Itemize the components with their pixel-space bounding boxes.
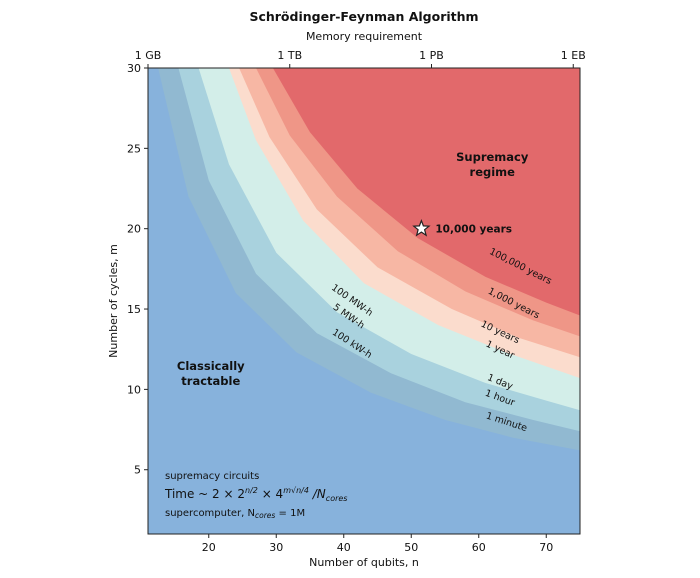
star-label: 10,000 years — [435, 224, 512, 236]
supremacy-regime-label: Supremacy — [456, 150, 529, 164]
x-tick-label: 20 — [202, 541, 216, 554]
plot-frame — [147, 67, 581, 535]
chart-title: Schrödinger-Feynman Algorithm — [249, 9, 478, 24]
x-axis-label: Number of qubits, n — [309, 556, 419, 569]
memory-tick-label: 1 GB — [135, 49, 162, 62]
x-tick-label: 60 — [472, 541, 486, 554]
classically-tractable-label: tractable — [181, 374, 240, 388]
supremacy-region — [272, 68, 580, 316]
y-axis-label: Number of cycles, m — [107, 244, 120, 358]
x-tick-label: 70 — [539, 541, 553, 554]
y-tick-label: 10 — [127, 383, 141, 396]
memory-tick-label: 1 TB — [277, 49, 302, 62]
y-tick-label: 20 — [127, 223, 141, 236]
supremacy-regime-label: regime — [470, 165, 516, 179]
x-tick-label: 40 — [337, 541, 351, 554]
memory-axis-label: Memory requirement — [306, 30, 423, 43]
note-supercomputer: supercomputer, Ncores = 1M — [165, 508, 305, 520]
star-marker — [412, 219, 431, 237]
y-tick-label: 15 — [127, 303, 141, 316]
y-tick-label: 30 — [127, 62, 141, 75]
note-circuits: supremacy circuits — [165, 471, 259, 482]
x-tick-label: 30 — [269, 541, 283, 554]
x-tick-label: 50 — [404, 541, 418, 554]
y-tick-label: 25 — [127, 142, 141, 155]
time-formula: Time ~ 2 × 2n/2 × 4m√n/4 /Ncores — [164, 486, 347, 503]
classically-tractable-label: Classically — [177, 359, 245, 373]
region-bands — [148, 68, 580, 534]
y-tick-label: 5 — [134, 464, 141, 477]
memory-tick-label: 1 EB — [561, 49, 586, 62]
memory-tick-label: 1 PB — [419, 49, 444, 62]
